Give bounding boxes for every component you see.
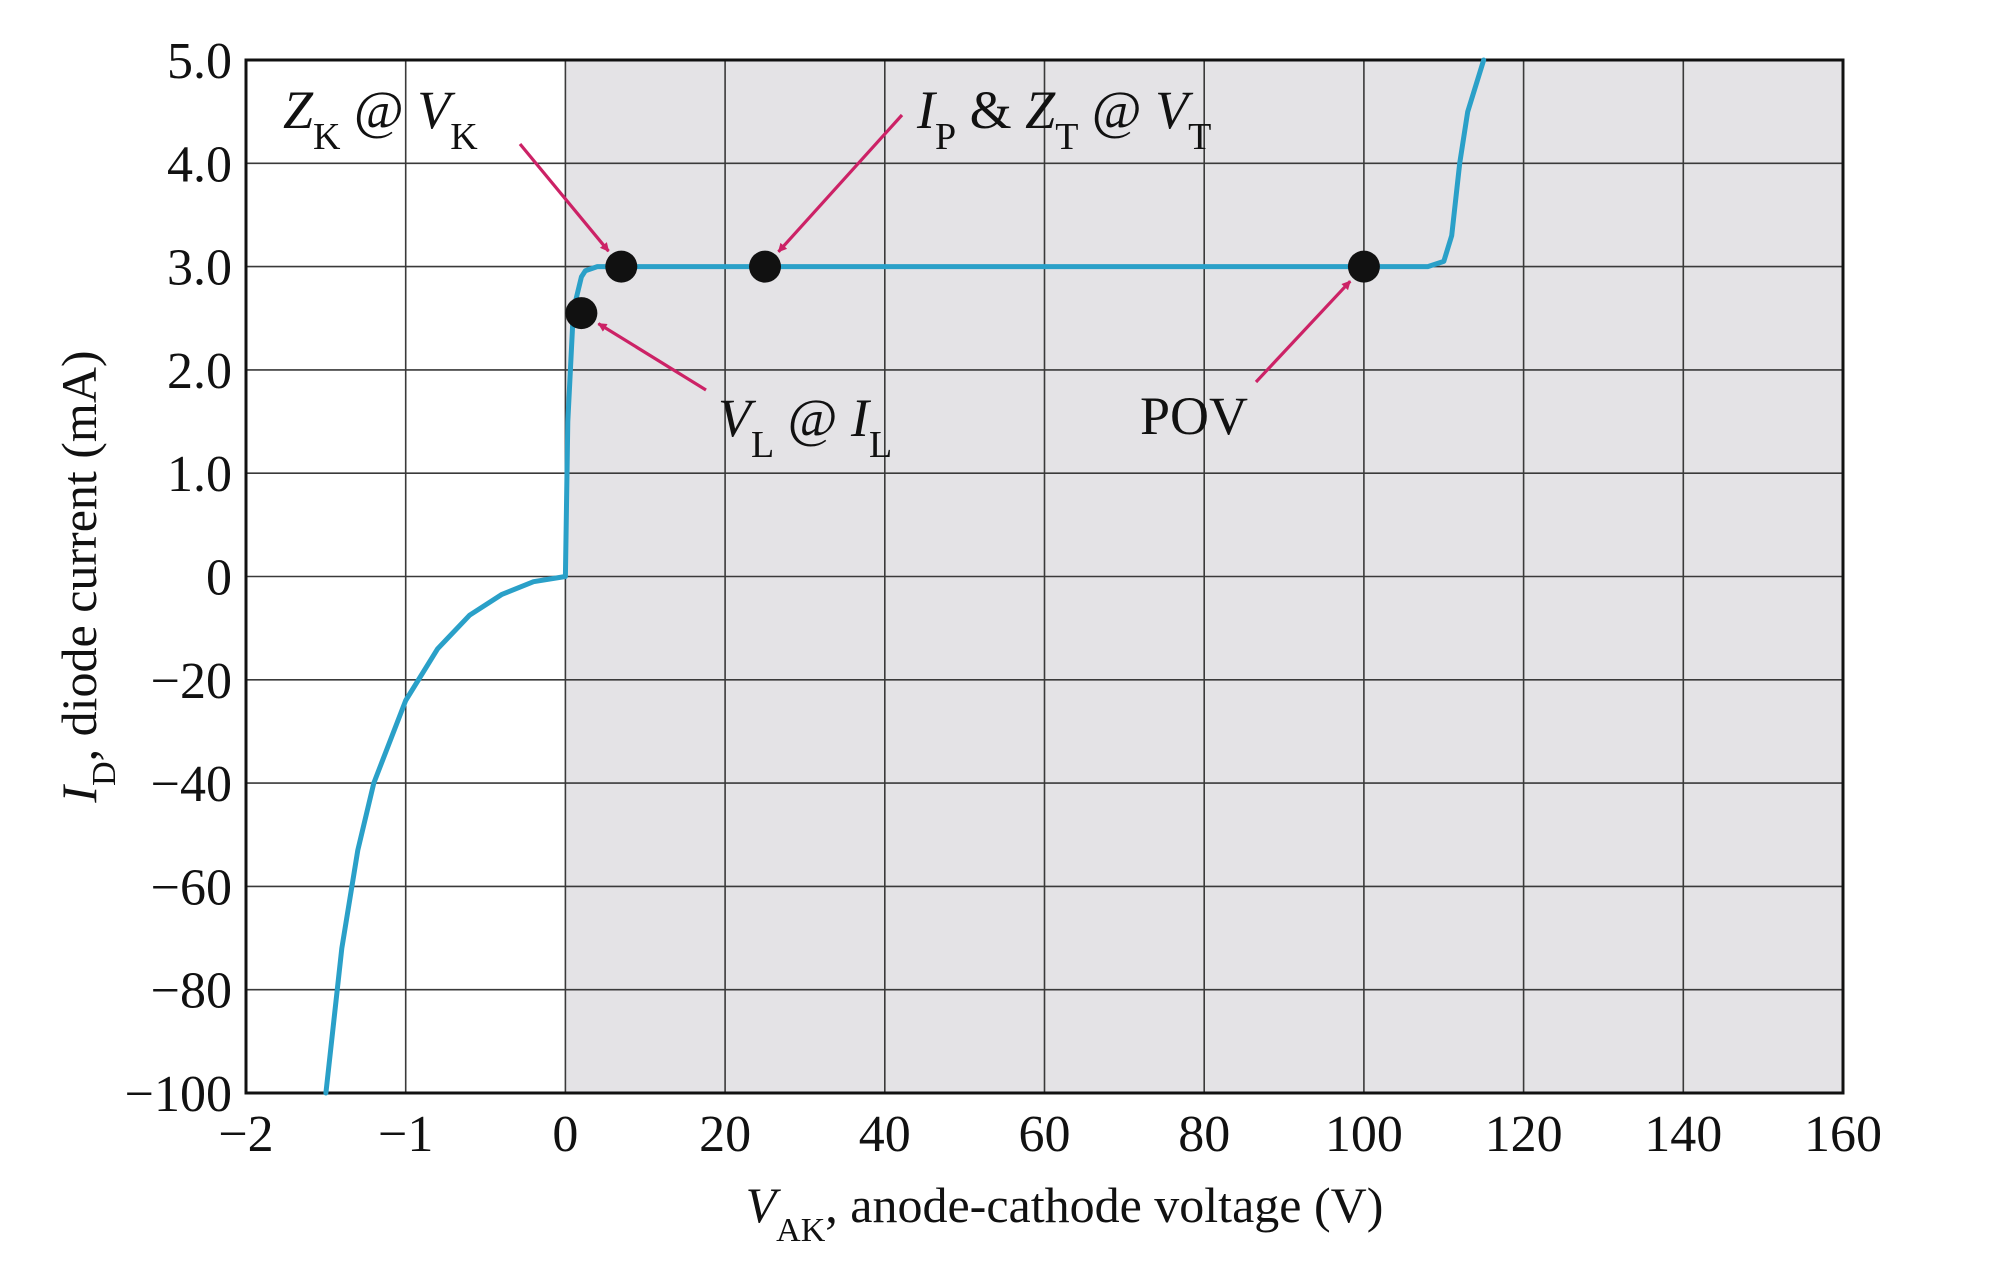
x-tick-label: 140 bbox=[1644, 1106, 1722, 1163]
x-tick-label: −1 bbox=[378, 1106, 433, 1163]
y-tick-label: 2.0 bbox=[167, 343, 232, 400]
y-tick-label: 4.0 bbox=[167, 136, 232, 193]
annotation-labels: ZK @ VK IP & ZT @ VT VL @ IL POV bbox=[283, 80, 1248, 466]
x-tick-label: 80 bbox=[1178, 1106, 1230, 1163]
key-point bbox=[565, 297, 598, 330]
annotation-label: VL @ IL bbox=[718, 388, 892, 466]
y-tick-label: −80 bbox=[151, 963, 232, 1020]
x-tick-label: −2 bbox=[218, 1106, 273, 1163]
y-tick-label: 0 bbox=[206, 550, 232, 607]
y-tick-label: 3.0 bbox=[167, 240, 232, 297]
annotation-arrow bbox=[1254, 280, 1352, 384]
annotation-label: POV bbox=[1140, 386, 1248, 446]
annotation-label: ZK @ VK bbox=[283, 80, 478, 158]
y-tick-label: −60 bbox=[151, 859, 232, 916]
x-axis-label: VAK, anode-cathode voltage (V) bbox=[746, 1177, 1384, 1249]
x-tick-label: 20 bbox=[699, 1106, 751, 1163]
x-tick-label: 40 bbox=[859, 1106, 911, 1163]
x-tick-label: 120 bbox=[1485, 1106, 1563, 1163]
y-axis-ticks: −100 −80 −60 −40 −20 0 1.0 2.0 3.0 4.0 5.0 bbox=[125, 33, 232, 1123]
annotation-arrow bbox=[518, 142, 610, 253]
x-tick-label: 160 bbox=[1804, 1106, 1882, 1163]
x-tick-label: 0 bbox=[552, 1106, 578, 1163]
y-tick-label: −40 bbox=[151, 756, 232, 813]
annotation-arrow bbox=[597, 322, 707, 392]
key-point bbox=[605, 250, 638, 283]
y-tick-label: −100 bbox=[125, 1066, 232, 1123]
key-point bbox=[1347, 250, 1380, 283]
annotation-arrow bbox=[777, 113, 904, 253]
plot-frame bbox=[244, 58, 1845, 1095]
annotation-arrows bbox=[518, 113, 1352, 392]
y-tick-label: 1.0 bbox=[167, 446, 232, 503]
y-axis-label: ID, diode current (mA) bbox=[51, 350, 123, 803]
y-tick-label: −20 bbox=[151, 653, 232, 710]
x-tick-label: 60 bbox=[1019, 1106, 1071, 1163]
x-tick-label: 100 bbox=[1325, 1106, 1403, 1163]
x-axis-ticks: −2 −1 0 20 40 60 80 100 120 140 160 bbox=[218, 1106, 1882, 1163]
key-points bbox=[565, 250, 1380, 330]
annotation-label: IP & ZT @ VT bbox=[916, 80, 1211, 158]
y-tick-label: 5.0 bbox=[167, 33, 232, 90]
iv-curve bbox=[323, 57, 1487, 1096]
key-point bbox=[749, 250, 782, 283]
grid-lines bbox=[246, 60, 1843, 1093]
